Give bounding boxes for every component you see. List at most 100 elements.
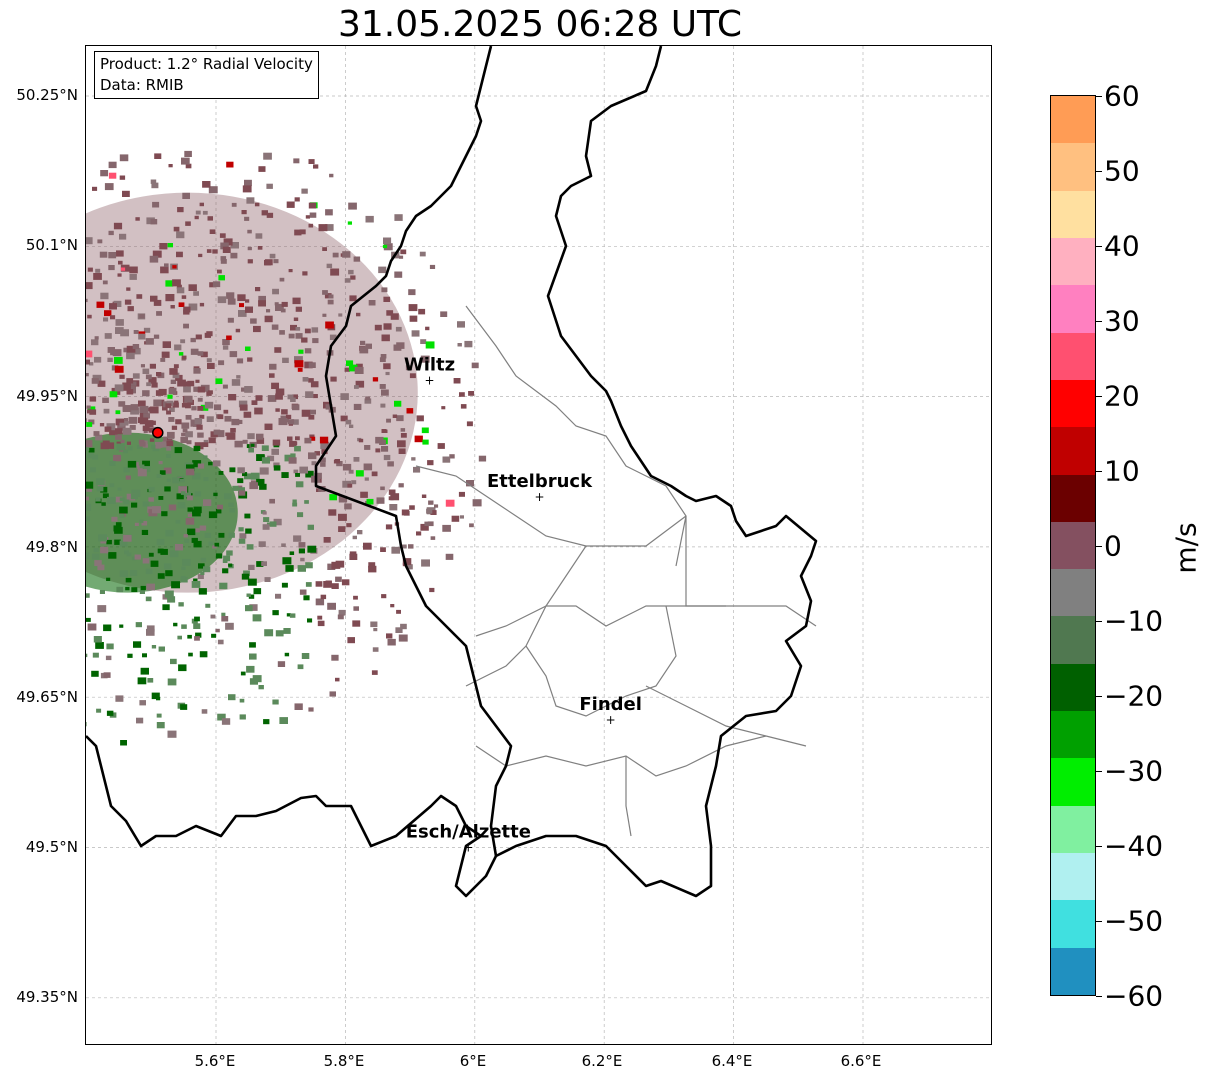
radar-echo-pixel <box>383 323 392 330</box>
radar-echo-pixel <box>103 672 111 678</box>
radar-echo-pixel <box>174 400 179 404</box>
radar-echo-pixel <box>193 578 198 582</box>
radar-echo-pixel <box>116 443 126 451</box>
product-label: Product: 1.2° Radial Velocity <box>100 55 313 73</box>
radar-echo-pixel <box>229 508 235 513</box>
radar-echo-pixel <box>160 358 166 362</box>
radar-echo-pixel <box>119 374 125 379</box>
radar-echo-pixel <box>193 445 201 452</box>
radar-echo-pixel <box>244 216 250 221</box>
radar-echo-pixel <box>158 496 164 500</box>
radar-echo-pixel <box>168 417 175 422</box>
radar-echo-pixel <box>162 406 168 411</box>
radar-echo-pixel <box>235 328 241 333</box>
radar-echo-pixel <box>183 306 191 313</box>
radar-echo-pixel <box>167 243 173 248</box>
radar-map[interactable]: + Wiltz + Ettelbruck + Findel + Esch/Alzette <box>85 45 992 1045</box>
lon-label-5-8: 5.8°E <box>323 1052 365 1070</box>
radar-echo-pixel <box>349 295 357 302</box>
radar-echo-pixel <box>416 415 424 422</box>
radar-echo-pixel <box>219 582 228 590</box>
radar-echo-pixel <box>119 570 128 577</box>
radar-echo-pixel <box>203 455 208 459</box>
radar-echo-pixel <box>185 163 192 169</box>
radar-echo-pixel <box>368 562 376 568</box>
radar-echo-pixel <box>151 692 160 700</box>
radar-echo-pixel <box>130 404 139 411</box>
radar-echo-pixel <box>118 401 126 407</box>
radar-echo-pixel <box>301 409 311 417</box>
radar-echo-pixel <box>312 338 319 344</box>
colorbar-tick-mark <box>1096 846 1102 847</box>
radar-echo-pixel <box>373 628 378 632</box>
product-info-box: Product: 1.2° Radial Velocity Data: RMIB <box>94 51 319 99</box>
radar-echo-pixel <box>144 420 154 428</box>
radar-echo-pixel <box>199 202 204 207</box>
radar-echo-pixel <box>143 429 148 434</box>
radar-echo-pixel <box>383 454 391 461</box>
radar-echo-pixel <box>299 229 306 235</box>
radar-echo-pixel <box>115 434 122 440</box>
colorbar-segment <box>1051 474 1095 523</box>
radar-echo-pixel <box>323 537 331 543</box>
radar-echo-pixel <box>338 313 343 317</box>
city-label: Esch/Alzette <box>406 822 531 843</box>
radar-echo-pixel <box>263 719 270 725</box>
radar-echo-pixel <box>119 511 127 517</box>
radar-echo-pixel <box>86 487 92 492</box>
radar-echo-pixel <box>226 550 233 556</box>
radar-echo-pixel <box>275 593 282 599</box>
radar-echo-pixel <box>442 456 451 463</box>
radar-echo-pixel <box>207 216 213 221</box>
radar-echo-pixel <box>126 345 136 353</box>
radar-echo-pixel <box>104 183 114 191</box>
radar-echo-pixel <box>188 303 198 311</box>
radar-echo-pixel <box>174 447 183 454</box>
radar-echo-pixel <box>180 576 188 583</box>
radar-echo-pixel <box>93 547 99 553</box>
radar-echo-pixel <box>148 552 154 557</box>
radar-echo-pixel <box>183 323 189 329</box>
radar-echo-pixel <box>123 534 132 542</box>
radar-echo-pixel <box>279 717 288 724</box>
radar-echo-pixel <box>305 562 313 569</box>
radar-echo-pixel <box>308 707 314 712</box>
radar-echo-pixel <box>169 368 178 375</box>
district-boundary <box>475 735 767 777</box>
radar-echo-pixel <box>167 431 175 439</box>
radar-echo-pixel <box>340 393 349 400</box>
radar-echo-pixel <box>106 710 114 716</box>
radar-echo-pixel <box>124 418 129 422</box>
radar-echo-pixel <box>154 153 162 159</box>
country-borders <box>86 46 818 898</box>
radar-echo-pixel <box>308 202 317 209</box>
radar-echo-pixel <box>87 623 97 631</box>
radar-echo-pixel <box>288 333 295 339</box>
radar-echo-pixel <box>181 157 190 165</box>
radar-echo-pixel <box>331 561 341 569</box>
colorbar-segment <box>1051 143 1095 192</box>
radar-echo-pixel <box>153 299 162 306</box>
radar-echo-pixel <box>325 224 334 231</box>
radar-echo-pixel <box>320 441 330 449</box>
radar-echo-pixel <box>184 381 191 387</box>
radar-echo-pixel <box>223 238 233 246</box>
radar-echo-pixel <box>313 164 319 169</box>
radar-echo-pixel <box>338 495 348 503</box>
district-boundary <box>465 305 687 567</box>
radar-echo-pixel <box>169 550 179 558</box>
radar-echo-pixel <box>174 344 182 351</box>
radar-echo-pixel <box>254 202 260 207</box>
radar-echo-pixel <box>198 253 203 258</box>
radar-echo-pixel <box>273 259 279 264</box>
radar-echo-pixel <box>136 445 142 449</box>
radar-echo-pixel <box>257 246 263 250</box>
radar-echo-pixel <box>329 173 334 178</box>
radar-echo-pixel <box>86 282 93 290</box>
radar-echo-pixel <box>142 653 147 658</box>
radar-echo-pixel <box>212 249 218 254</box>
radar-echo-pixel <box>274 347 282 353</box>
radar-echo-pixel <box>451 515 460 522</box>
colorbar-segment <box>1051 900 1095 949</box>
radar-echo-pixel <box>222 339 230 346</box>
